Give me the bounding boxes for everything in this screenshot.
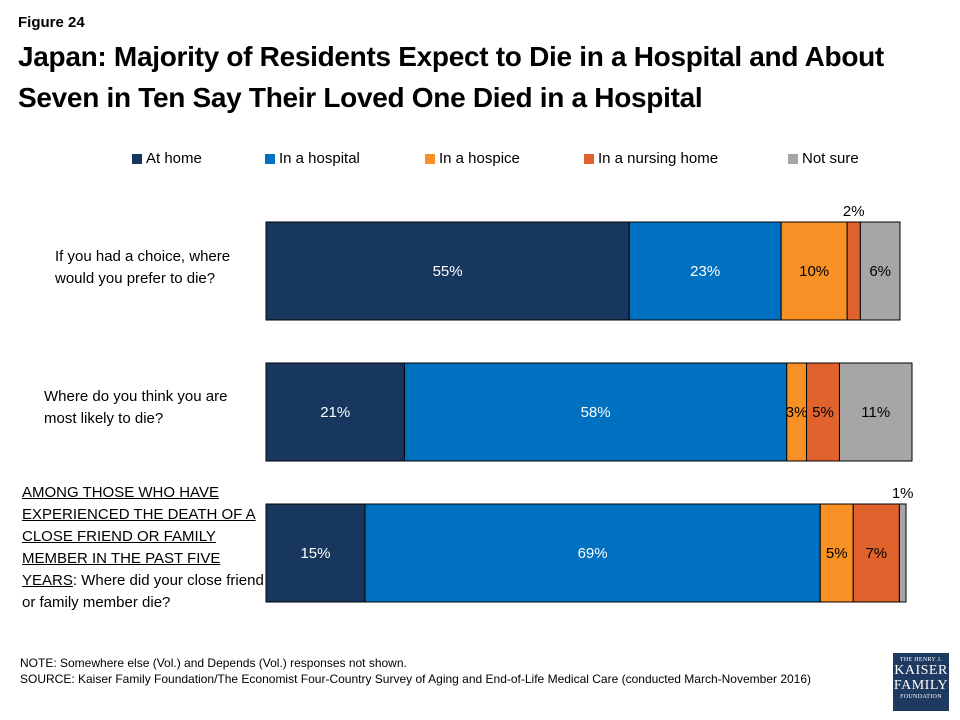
data-label-in-a-hospital-2: 58%	[581, 404, 611, 421]
source-text: SOURCE: Kaiser Family Foundation/The Eco…	[20, 672, 812, 686]
data-label-at-home-3: 15%	[300, 545, 330, 562]
data-label-at-home-2: 21%	[320, 404, 350, 421]
bar-at-home-1	[265, 221, 630, 321]
legend-item-not-sure: Not sure	[788, 150, 859, 167]
legend-swatch	[132, 153, 142, 164]
kff-logo: THE HENRY J. KAISER FAMILY FOUNDATION	[893, 653, 949, 711]
data-label-in-a-hospital-1: 23%	[690, 263, 720, 280]
data-label-at-home-1: 55%	[433, 263, 463, 280]
bar-in-a-hospital-2	[403, 362, 788, 462]
bar-in-a-hospital-1	[628, 221, 782, 321]
bar-in-a-hospital-3	[364, 503, 821, 603]
legend-swatch	[788, 153, 798, 164]
data-label-in-a-hospice-3: 5%	[826, 545, 848, 562]
legend-swatch	[425, 153, 435, 164]
question-label-3: AMONG THOSE WHO HAVE EXPERIENCED THE DEA…	[22, 482, 266, 614]
figure-label: Figure 24	[18, 14, 85, 31]
data-label-in-a-nursing-home-1: 2%	[843, 203, 865, 220]
logo-line2b: FAMILY	[893, 678, 949, 693]
logo-line1: THE HENRY J.	[899, 657, 943, 663]
bar-not-sure-3	[898, 503, 907, 603]
bar-in-a-nursing-home-1	[846, 221, 861, 321]
bar-at-home-2	[265, 362, 405, 462]
legend-item-in-a-hospice: In a hospice	[425, 150, 520, 167]
data-label-in-a-hospital-3: 69%	[578, 545, 608, 562]
legend-label: In a nursing home	[598, 150, 719, 167]
bar-in-a-nursing-home-2	[806, 362, 840, 462]
data-label-in-a-nursing-home-3: 7%	[865, 545, 887, 562]
question-label-3-subgroup: AMONG THOSE WHO HAVE EXPERIENCED THE DEA…	[22, 484, 256, 589]
legend-label: At home	[146, 150, 202, 167]
legend-item-in-a-hospital: In a hospital	[265, 150, 360, 167]
data-label-in-a-hospice-2: 3%	[786, 404, 808, 421]
logo-line2a: KAISER	[894, 663, 948, 678]
bar-in-a-hospice-3	[819, 503, 854, 603]
bar-in-a-hospice-1	[780, 221, 848, 321]
legend-item-at-home: At home	[132, 150, 202, 167]
bar-in-a-nursing-home-3	[852, 503, 900, 603]
note-text: NOTE: Somewhere else (Vol.) and Depends …	[20, 656, 407, 670]
data-label-in-a-hospice-1: 10%	[799, 263, 829, 280]
question-label-1: If you had a choice, where would you pre…	[55, 248, 231, 287]
chart-title: Japan: Majority of Residents Expect to D…	[18, 41, 884, 113]
legend-swatch	[584, 153, 594, 164]
logo-line3: FOUNDATION	[900, 694, 942, 700]
legend-label: In a hospice	[439, 150, 520, 167]
legend-label: In a hospital	[279, 150, 360, 167]
question-label-2: Where do you think you are most likely t…	[44, 388, 228, 427]
data-label-not-sure-3: 1%	[892, 485, 914, 502]
data-label-not-sure-2: 11%	[861, 404, 890, 421]
bar-at-home-3	[265, 503, 366, 603]
data-label-not-sure-1: 6%	[869, 263, 891, 280]
data-label-in-a-nursing-home-2: 5%	[812, 404, 834, 421]
legend-item-in-a-nursing-home: In a nursing home	[584, 150, 718, 167]
legend-swatch	[265, 153, 275, 164]
question-label-3-text: : Where did your close friend or family …	[22, 572, 264, 611]
legend: At home In a hospital In a hospice In a …	[0, 150, 960, 170]
bar-not-sure-1	[859, 221, 901, 321]
notes: NOTE: Somewhere else (Vol.) and Depends …	[20, 655, 870, 687]
bar-not-sure-2	[838, 362, 913, 462]
legend-label: Not sure	[802, 150, 859, 167]
